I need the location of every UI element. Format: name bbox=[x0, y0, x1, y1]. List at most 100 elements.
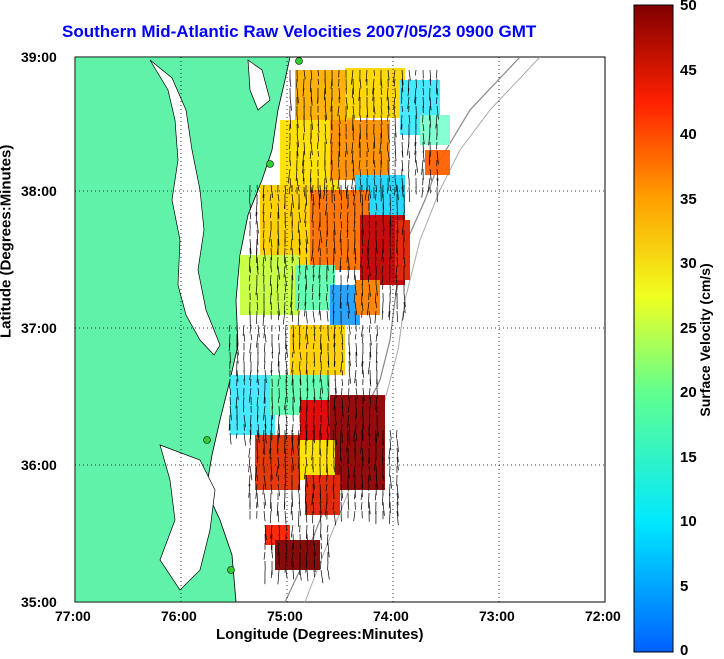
velocity-vector bbox=[330, 78, 333, 89]
velocity-vector bbox=[348, 369, 352, 384]
velocity-vector bbox=[306, 333, 309, 345]
velocity-vector bbox=[310, 114, 314, 130]
velocity-vector bbox=[269, 510, 272, 524]
velocity-vector bbox=[376, 423, 379, 437]
velocity-vector bbox=[271, 351, 273, 359]
velocity-vector bbox=[283, 301, 286, 313]
velocity-vector bbox=[373, 456, 377, 471]
velocity-vector bbox=[365, 69, 368, 82]
velocity-vector bbox=[298, 324, 301, 335]
velocity-vector bbox=[277, 202, 280, 219]
velocity-vector bbox=[429, 168, 432, 181]
land-mass bbox=[75, 57, 291, 602]
velocity-vector bbox=[229, 387, 232, 396]
xtick: 73:00 bbox=[479, 608, 515, 624]
velocity-vector bbox=[290, 501, 293, 515]
velocity-vector bbox=[243, 333, 246, 342]
radar-sites bbox=[203, 57, 303, 574]
velocity-vector bbox=[394, 177, 398, 193]
velocity-vector bbox=[255, 483, 258, 499]
velocity-vector bbox=[309, 168, 312, 182]
velocity-vector bbox=[276, 501, 279, 517]
velocity-vector bbox=[396, 492, 399, 506]
velocity-vector bbox=[299, 542, 301, 549]
velocity-vector bbox=[376, 324, 378, 337]
velocity-vector bbox=[320, 560, 322, 570]
velocity-vector bbox=[249, 256, 251, 272]
velocity-vector bbox=[396, 256, 399, 267]
velocity-vector bbox=[436, 150, 439, 165]
velocity-vector bbox=[277, 456, 280, 469]
velocity-vector bbox=[305, 229, 309, 245]
velocity-vector bbox=[325, 184, 328, 194]
velocity-vector bbox=[348, 387, 350, 398]
velocity-vector bbox=[305, 474, 308, 488]
velocity-vector bbox=[285, 387, 288, 403]
ytick: 39:00 bbox=[21, 49, 57, 65]
velocity-vector bbox=[360, 324, 364, 337]
velocity-vector bbox=[337, 105, 340, 117]
velocity-vector bbox=[299, 423, 302, 433]
velocity-vector bbox=[256, 229, 259, 246]
ytick: 36:00 bbox=[21, 457, 57, 473]
velocity-vector bbox=[326, 220, 328, 236]
velocity-vector bbox=[355, 432, 358, 442]
velocity-vector bbox=[305, 238, 308, 253]
velocity-vector bbox=[290, 292, 293, 308]
velocity-vector bbox=[320, 351, 322, 362]
velocity-vector bbox=[256, 456, 259, 463]
velocity-vector bbox=[368, 423, 371, 436]
velocity-vector bbox=[422, 87, 425, 96]
velocity-vector bbox=[319, 474, 321, 483]
velocity-vector bbox=[249, 378, 252, 387]
velocity-vector bbox=[422, 132, 425, 145]
velocity-vector bbox=[298, 238, 301, 254]
cbar-tick: 5 bbox=[680, 578, 689, 595]
velocity-vector bbox=[250, 414, 252, 427]
xtick: 77:00 bbox=[55, 608, 91, 624]
velocity-vector bbox=[291, 447, 293, 456]
velocity-vector bbox=[380, 105, 383, 115]
velocity-vector bbox=[277, 351, 280, 367]
velocity-vector bbox=[277, 229, 280, 246]
velocity-vector bbox=[313, 432, 315, 444]
velocity-vector bbox=[387, 114, 389, 122]
velocity-vector bbox=[290, 551, 294, 567]
velocity-vector bbox=[361, 447, 364, 462]
velocity-vector bbox=[389, 438, 392, 451]
velocity-vector bbox=[332, 483, 335, 494]
velocity-vector bbox=[284, 351, 287, 361]
velocity-vector bbox=[361, 474, 364, 490]
velocity-vector bbox=[346, 229, 349, 239]
velocity-vector bbox=[277, 569, 280, 585]
velocity-vector bbox=[332, 184, 335, 194]
velocity-vector bbox=[415, 105, 417, 119]
velocity-vector bbox=[375, 292, 377, 304]
velocity-vector bbox=[305, 274, 307, 290]
velocity-vector bbox=[277, 193, 280, 202]
velocity-vector bbox=[305, 501, 307, 512]
velocity-vector bbox=[327, 360, 330, 368]
velocity-vector bbox=[351, 87, 354, 98]
velocity-vector bbox=[310, 141, 313, 156]
velocity-vector bbox=[362, 333, 364, 344]
velocity-vector bbox=[257, 432, 260, 443]
velocity-vector bbox=[319, 447, 322, 457]
velocity-vector bbox=[264, 333, 267, 343]
velocity-vector bbox=[407, 96, 410, 109]
velocity-vector bbox=[250, 333, 253, 341]
velocity-vector bbox=[352, 159, 355, 172]
velocity-vector bbox=[277, 265, 281, 280]
velocity-vector bbox=[331, 177, 334, 187]
velocity-vector bbox=[389, 274, 391, 283]
ytick: 37:00 bbox=[21, 320, 57, 336]
velocity-vector bbox=[332, 474, 335, 491]
velocity-vector bbox=[401, 186, 404, 198]
velocity-vector bbox=[303, 186, 305, 197]
velocity-vector bbox=[396, 501, 399, 517]
velocity-vector bbox=[312, 483, 315, 499]
velocity-vector bbox=[362, 387, 365, 402]
velocity-vector bbox=[256, 447, 259, 459]
velocity-vector bbox=[360, 256, 363, 268]
velocity-vector bbox=[380, 168, 382, 178]
